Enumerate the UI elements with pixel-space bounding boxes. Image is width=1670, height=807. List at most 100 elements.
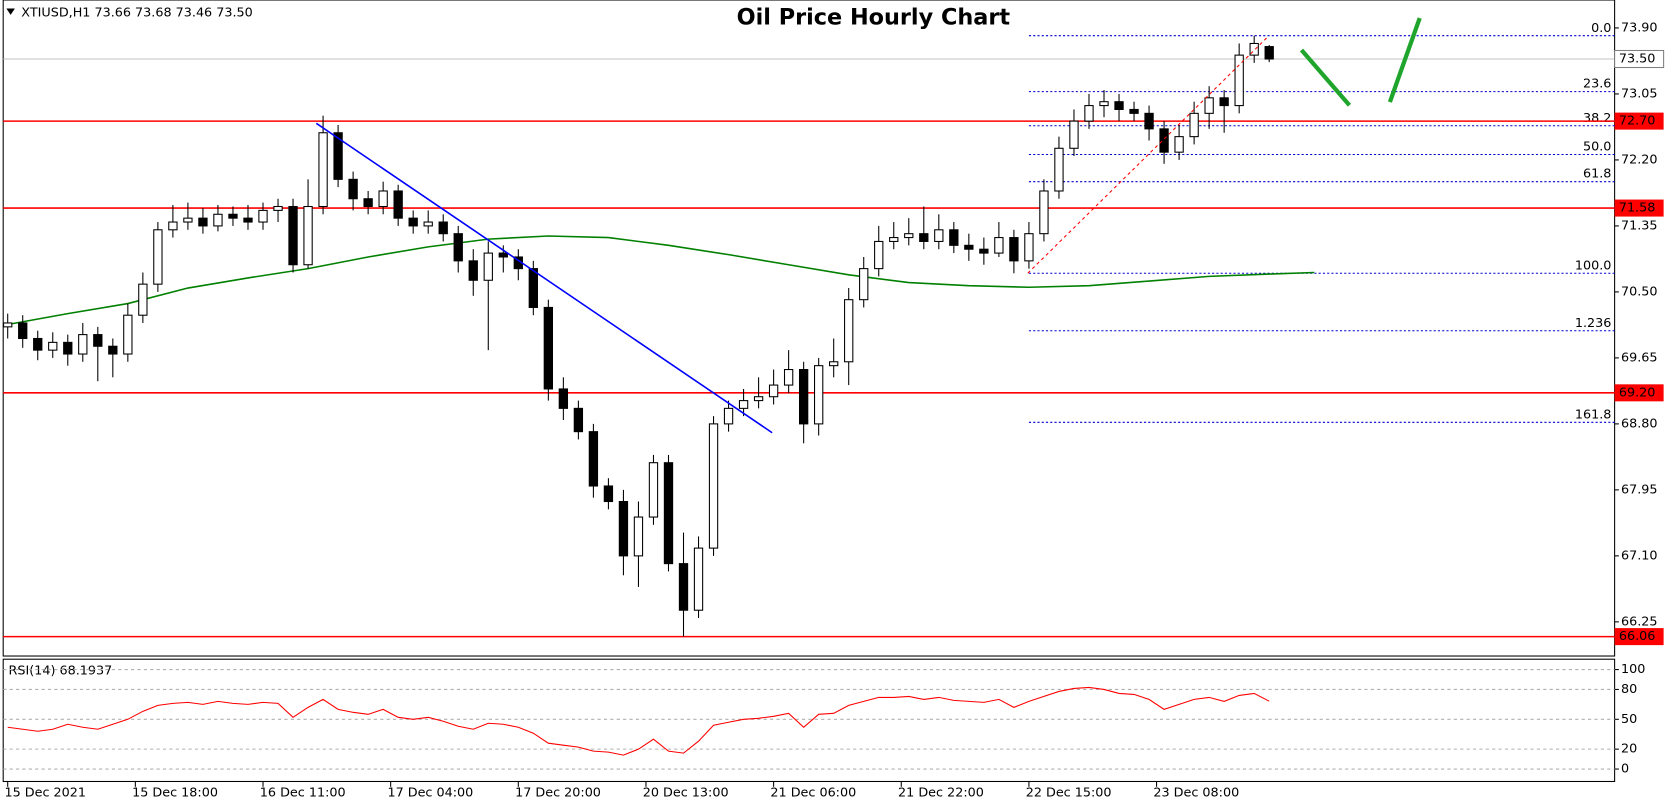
candle-body <box>979 248 989 254</box>
candle-body <box>844 299 854 363</box>
x-tick-label: 15 Dec 18:00 <box>132 786 218 801</box>
trend-line <box>315 122 773 434</box>
candle-body <box>213 213 223 227</box>
candle-body <box>423 221 433 227</box>
candle-body <box>1189 112 1199 138</box>
candle-body <box>1129 108 1139 114</box>
rsi-y-tick-label: 20 <box>1621 742 1637 757</box>
candle-body <box>438 221 448 235</box>
level-label: 69.20 <box>1619 385 1656 400</box>
rsi-y-tick-label: 0 <box>1621 762 1629 777</box>
x-tick-label: 23 Dec 08:00 <box>1153 786 1239 801</box>
candle-body <box>138 283 148 316</box>
candle-body <box>558 388 569 409</box>
fib-label: 1.236 <box>1575 316 1612 331</box>
candle-body <box>93 334 103 347</box>
candle-body <box>243 217 253 223</box>
x-tick-label: 21 Dec 22:00 <box>898 786 984 801</box>
arrow-down <box>1299 48 1352 107</box>
rsi-y-tick-label: 50 <box>1621 712 1637 727</box>
candle-body <box>678 563 689 611</box>
y-tick-label: 67.95 <box>1621 482 1658 497</box>
level-label: 71.58 <box>1619 201 1656 216</box>
candle-body <box>543 306 554 390</box>
candle-body <box>153 229 163 285</box>
rsi-panel <box>2 658 1616 783</box>
candle-body <box>919 233 929 242</box>
candle-body <box>859 268 869 301</box>
candle-body <box>573 407 584 433</box>
candle-body <box>1069 120 1079 149</box>
candle-body <box>18 322 28 340</box>
candle-body <box>408 217 418 227</box>
candle-body <box>964 244 974 250</box>
fib-anchor-line <box>1027 36 1268 274</box>
fib-label: 38.2 <box>1583 111 1611 126</box>
candle-body <box>1159 128 1169 153</box>
candle-body <box>1054 147 1064 192</box>
candle-body <box>949 229 959 246</box>
level-label: 66.06 <box>1619 629 1656 644</box>
arrow-up <box>1387 17 1422 103</box>
fib-label: 100.0 <box>1575 258 1612 273</box>
candle-body <box>198 217 208 227</box>
candle-body <box>528 268 538 308</box>
y-tick-label: 69.65 <box>1621 350 1658 365</box>
y-tick-label: 70.50 <box>1621 284 1658 299</box>
level-label-box <box>1614 112 1664 130</box>
candle-body <box>874 240 884 270</box>
candle-body <box>33 337 43 351</box>
plot-layer: 73.90 73.05 72.20 71.35 70.50 69.65 68.80 67.95… <box>3 20 1665 801</box>
candle-body <box>1114 101 1124 110</box>
candle-body <box>814 365 824 425</box>
candle-body <box>1099 101 1109 107</box>
candle-body <box>693 547 704 611</box>
y-tick-label: 67.10 <box>1621 548 1658 563</box>
x-tick-label: 17 Dec 04:00 <box>387 786 473 801</box>
candle-body <box>904 233 914 239</box>
candle-body <box>228 213 238 219</box>
chart-title: Oil Price Hourly Chart <box>737 5 1011 31</box>
candle-body <box>168 221 178 231</box>
candle-body <box>288 205 298 266</box>
fib-label: 61.8 <box>1583 167 1611 182</box>
candle-body <box>1204 97 1214 114</box>
candle-body <box>3 322 13 328</box>
fib-label: 161.8 <box>1575 407 1612 422</box>
y-tick-label: 73.90 <box>1621 20 1658 35</box>
candle-body <box>498 252 508 258</box>
x-tick-label: 16 Dec 11:00 <box>260 786 346 801</box>
candle-body <box>378 190 388 208</box>
candle-body <box>768 384 779 398</box>
candle-body <box>783 369 794 386</box>
rsi-y-tick-label: 80 <box>1621 682 1637 697</box>
candle-body <box>108 345 118 355</box>
candle-body <box>1264 46 1274 60</box>
x-tick-label: 21 Dec 06:00 <box>770 786 856 801</box>
rsi-title: RSI(14) 68.1937 <box>9 663 113 678</box>
candle-body <box>1234 54 1244 107</box>
candle-body <box>1039 190 1049 235</box>
level-label-box <box>1614 199 1664 217</box>
candle-body <box>363 198 373 208</box>
candle-body <box>829 361 839 367</box>
candle-body <box>663 462 674 565</box>
y-tick-label: 66.25 <box>1621 614 1658 629</box>
candle-body <box>273 205 283 211</box>
candle-body <box>183 217 193 223</box>
x-tick-label: 20 Dec 13:00 <box>643 786 729 801</box>
candle-body <box>1249 42 1259 56</box>
candle-body <box>48 341 58 351</box>
moving-average <box>7 235 1315 326</box>
main-panel <box>2 0 1616 657</box>
candle-body <box>318 132 328 208</box>
candle-body <box>798 369 809 425</box>
header-arrow <box>6 8 15 15</box>
candle-body <box>453 233 463 262</box>
y-tick-label: 73.05 <box>1621 86 1658 101</box>
candle-body <box>483 252 493 281</box>
rsi-y-tick-label: 100 <box>1621 662 1645 677</box>
y-tick-label: 72.20 <box>1621 152 1658 167</box>
